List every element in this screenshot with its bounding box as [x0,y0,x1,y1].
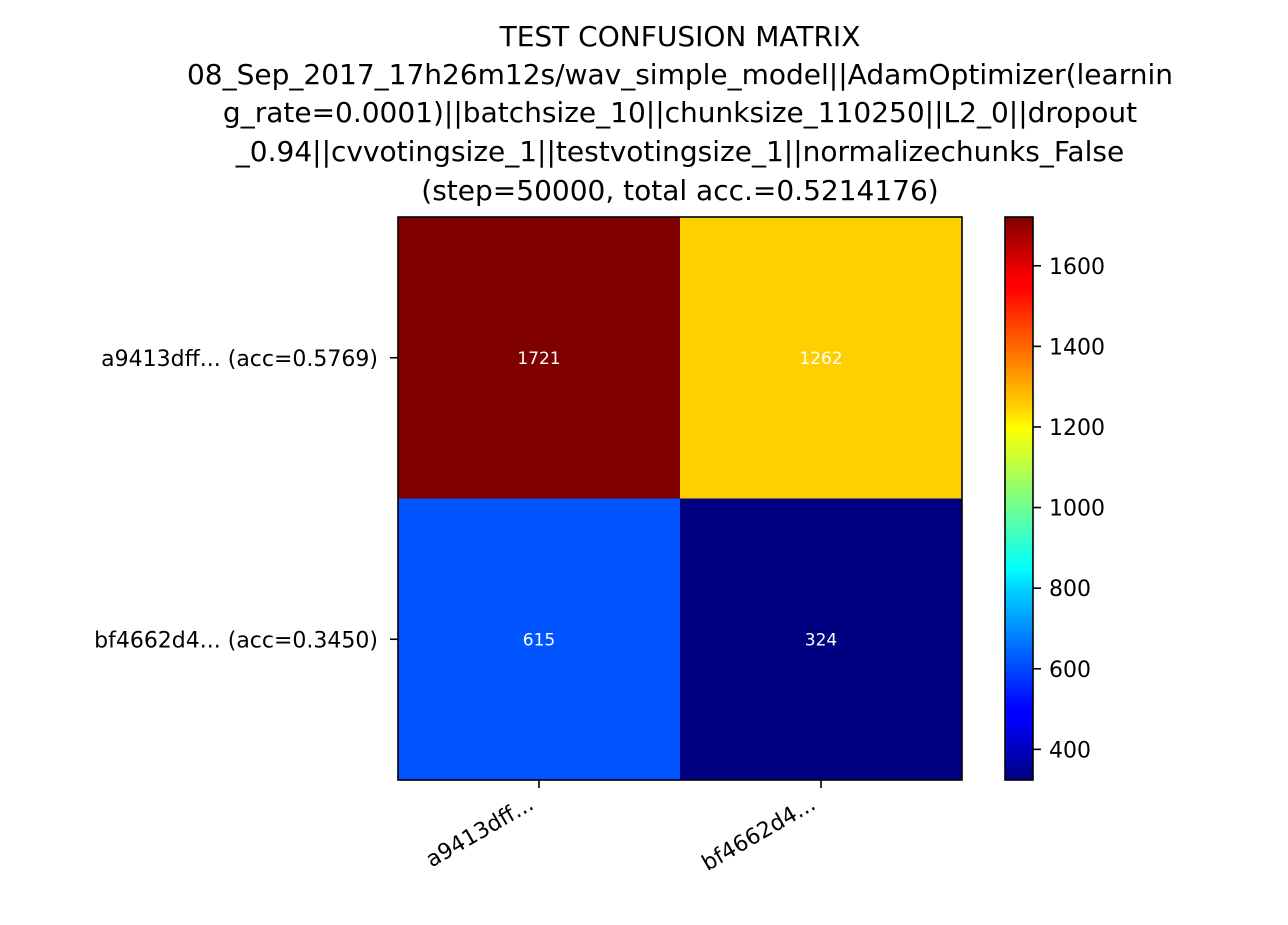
cell-value-label: 1262 [799,349,842,369]
colorbar-tick-label: 1600 [1049,255,1105,280]
matrix-frame [397,216,963,781]
x-tick-label: a9413dff... [422,792,538,873]
title-line: TEST CONFUSION MATRIX [499,20,861,53]
colorbar: 400 600 800 1000 1200 1400 1600 [1004,216,1105,781]
title-line: (step=50000, total acc.=0.5214176) [421,174,938,207]
colorbar-gradient [1004,216,1034,781]
cell-value-label: 324 [805,630,837,650]
colorbar-tick-label: 1200 [1049,416,1105,441]
colorbar-tick-label: 1000 [1049,497,1105,522]
colorbar-tick-label: 1400 [1049,335,1105,360]
matrix-cell [398,498,681,781]
matrix-cell-labels: 1721 1262 615 324 [517,349,842,651]
colorbar-tick-label: 800 [1049,577,1091,602]
chart-title: TEST CONFUSION MATRIX 08_Sep_2017_17h26m… [187,20,1173,207]
matrix-cell [680,498,963,781]
matrix-cell [398,217,681,499]
colorbar-tick-label: 400 [1049,738,1091,763]
title-line: 08_Sep_2017_17h26m12s/wav_simple_model||… [187,58,1173,91]
title-line: g_rate=0.0001)||batchsize_10||chunksize_… [223,96,1137,129]
cell-value-label: 615 [523,630,555,650]
cell-value-label: 1721 [517,349,560,369]
colorbar-tick-label: 600 [1049,658,1091,683]
x-tick-label: bf4662d4... [698,792,820,877]
title-line: _0.94||cvvotingsize_1||testvotingsize_1|… [235,135,1124,168]
y-tick-label: bf4662d4... (acc=0.3450) [94,628,378,653]
y-tick-label: a9413dff... (acc=0.5769) [101,347,378,372]
matrix-cells [398,217,963,781]
matrix-cell [680,217,963,499]
y-axis: a9413dff... (acc=0.5769) bf4662d4... (acc… [94,347,398,653]
x-axis: a9413dff... bf4662d4... [422,780,822,877]
